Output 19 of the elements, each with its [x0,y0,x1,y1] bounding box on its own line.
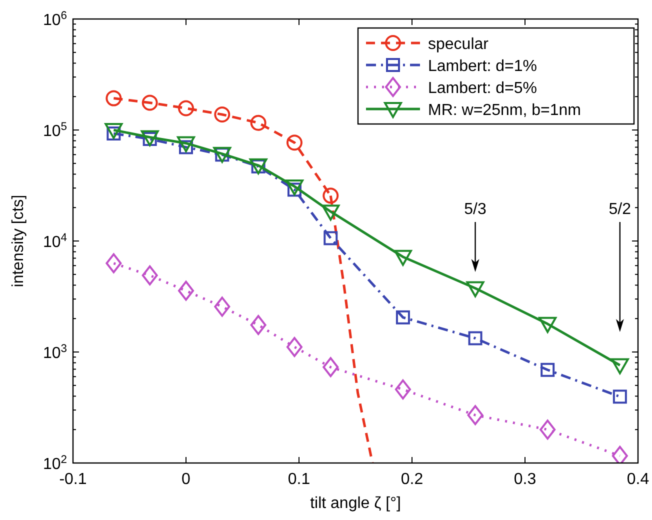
legend-label: specular [428,36,490,53]
y-tick-label: 10$^{3}$ [42,343,67,362]
y-tick-label: 10$^{2}$ [42,454,67,473]
y-tick-label: 10$^{5}$ [42,121,67,140]
legend-label: Lambert: d=5% [428,80,537,97]
x-tick-label: 0.2 [400,471,424,488]
x-tick-label: 0.1 [288,471,310,488]
annotation: 5/3 [464,201,486,218]
x-tick-label: 0.3 [514,471,536,488]
annotation: 5/2 [608,201,632,218]
y-tick-label: 10$^{4}$ [42,232,67,251]
x-axis-title: tilt angle ζ [°] [310,495,401,512]
legend-label: MR: w=25nm, b=1nm [428,102,581,119]
x-tick-label: 0.4 [626,471,650,488]
x-tick-label: -0.1 [59,471,87,488]
y-tick-label: 10$^{6}$ [42,10,67,29]
x-tick-label: 0 [182,471,191,488]
y-axis-title: intensity [cts] [10,194,27,288]
legend-label: Lambert: d=1% [428,58,537,75]
